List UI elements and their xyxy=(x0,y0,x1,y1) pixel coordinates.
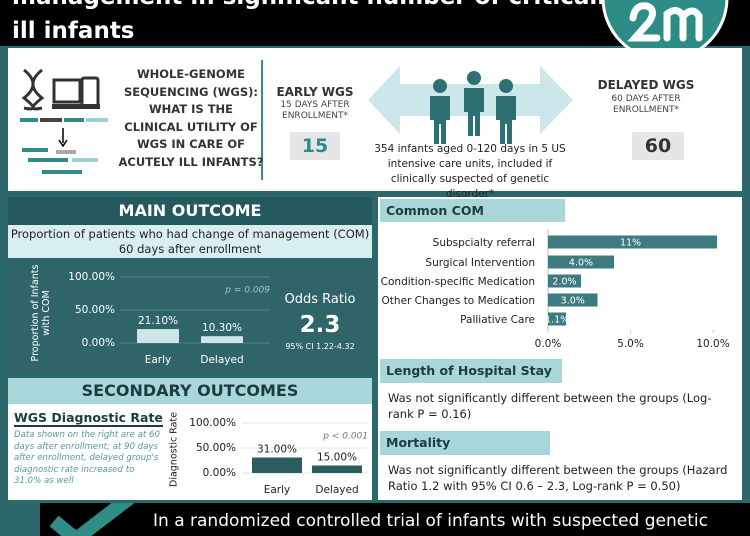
x-tick-label: Delayed xyxy=(315,484,358,496)
question: WHOLE-GENOME SEQUENCING (WGS): WHAT IS T… xyxy=(118,67,264,169)
diagnostic-chart: 0.00% 50.00% 100.00% 31.00% Early 15.00% Delay… xyxy=(189,417,368,496)
y-tick-label: Condition-specific Medication xyxy=(381,276,535,288)
mortality-title: Mortality xyxy=(380,431,550,455)
value-label: 31.00% xyxy=(257,444,297,456)
bar xyxy=(548,274,581,288)
y-tick-label: 0.00% xyxy=(203,467,236,479)
x-tick-label: Early xyxy=(145,354,172,366)
diagnostic-panel xyxy=(8,404,372,500)
y-tick-label: Surgical Intervention xyxy=(425,257,535,269)
early-timing: 15 DAYS AFTER ENROLLMENT* xyxy=(280,100,350,121)
bar xyxy=(548,312,567,326)
com-chart: 0.0% 5.0% 10.0% 11% Subspcialty referral 4.0%… xyxy=(381,229,730,350)
odds-value: 2.3 xyxy=(299,312,341,338)
main-title: MAIN OUTCOME xyxy=(8,197,372,225)
design-panel xyxy=(8,48,742,191)
bar xyxy=(137,329,179,343)
y-tick-label: Palliative Care xyxy=(460,314,535,326)
design-icons xyxy=(20,60,684,180)
odds-label: Odds Ratio xyxy=(284,292,356,307)
los-text: Was not significantly different between … xyxy=(388,391,712,421)
early-title: EARLY WGS xyxy=(276,85,354,99)
secondary-title: SECONDARY OUTCOMES xyxy=(8,378,372,404)
y-tick-label: Subspcialty referral xyxy=(433,237,535,249)
footer: In a randomized controlled trial of infa… xyxy=(40,503,750,536)
odds-ci: 95% CI 1.22-4.32 xyxy=(285,342,355,351)
y-tick-label: 0.00% xyxy=(82,337,115,349)
com-title: Common COM xyxy=(380,199,565,222)
value-label: 21.10% xyxy=(138,315,178,327)
y-tick-label: 100.00% xyxy=(68,271,115,283)
y-tick-label: 50.00% xyxy=(75,304,115,316)
banner-title-1: management in significant number of crit… xyxy=(12,0,620,11)
bar xyxy=(312,465,362,473)
value-label: 3.0% xyxy=(561,296,585,307)
main-description: Proportion of patients who had change of… xyxy=(8,225,372,258)
delayed-timing: 60 DAYS AFTER ENROLLMENT* xyxy=(611,94,681,115)
value-label: 15.00% xyxy=(317,452,357,464)
delayed-days: 60 xyxy=(644,135,672,157)
early-days: 15 xyxy=(301,135,329,157)
annotation: p = 0.009 xyxy=(224,286,270,296)
x-tick-label: Delayed xyxy=(200,354,243,366)
x-tick-label: 0.0% xyxy=(535,338,562,350)
population: 354 infants aged 0-120 days in 5 US inte… xyxy=(374,143,566,200)
diagnostic-title: WGS Diagnostic Rate xyxy=(14,410,163,427)
value-label: 1.1% xyxy=(545,315,569,326)
value-label: 11% xyxy=(620,238,641,249)
bar xyxy=(252,457,302,473)
bar xyxy=(548,235,717,249)
value-label: 10.30% xyxy=(202,322,242,334)
bar xyxy=(548,293,598,307)
y-tick-label: 50.00% xyxy=(196,442,236,454)
x-tick-label: 10.0% xyxy=(696,338,729,350)
main-chart: 0.00% 50.00% 100.00% 21.10% Early 10.30% Delay… xyxy=(68,271,270,366)
logo xyxy=(601,0,729,62)
banner-title-2: ill infants xyxy=(12,18,135,44)
los-title: Length of Hospital Stay xyxy=(380,359,562,383)
check-icon xyxy=(49,503,135,536)
delayed-title: DELAYED WGS xyxy=(597,78,695,92)
y-tick-label: 100.00% xyxy=(189,417,236,429)
bar xyxy=(201,336,243,343)
y-tick-label: Other Changes to Medication xyxy=(382,295,535,307)
mortality-text: Was not significantly different between … xyxy=(388,463,728,493)
footer-text: In a randomized controlled trial of infa… xyxy=(153,511,708,531)
value-label: 2.0% xyxy=(552,277,576,288)
value-label: 4.0% xyxy=(569,258,593,269)
x-tick-label: 5.0% xyxy=(617,338,644,350)
annotation: p < 0.001 xyxy=(322,432,368,442)
bar xyxy=(548,255,614,269)
x-tick-label: Early xyxy=(264,484,291,496)
diagnostic-note: Data shown on the right are at 60 days a… xyxy=(14,430,160,486)
